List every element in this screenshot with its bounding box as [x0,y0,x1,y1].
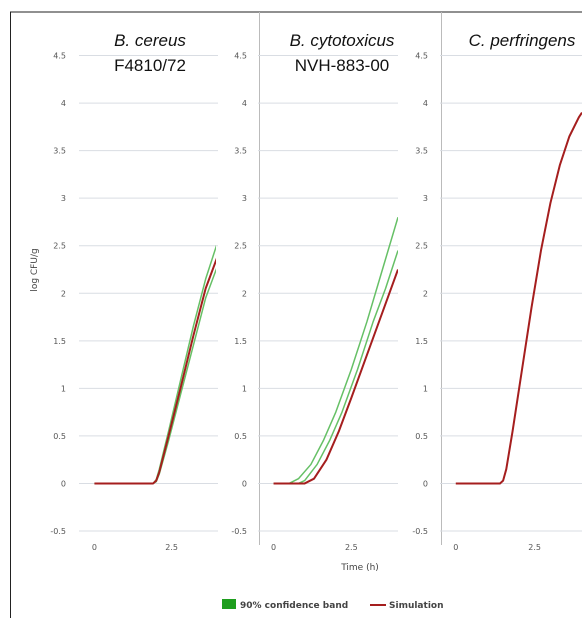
y-tick-label: 1 [242,384,247,393]
confidence-band-line [273,250,398,485]
y-tick-label: 2 [242,289,247,298]
y-tick-label: 0 [242,479,247,488]
y-tick-label: 0.5 [53,432,66,441]
x-tick-label: 2.5 [528,543,541,552]
y-tick-label: -0.5 [412,527,428,536]
legend-band-label: 90% confidence band [240,601,348,611]
y-tick-label: 3.5 [415,147,428,156]
y-tick-label: 3 [242,194,247,203]
y-tick-label: 3.5 [234,147,247,156]
x-tick-label: 0 [92,543,97,552]
legend: 90% confidence band Simulation [222,599,444,611]
y-tick-label: 1.5 [234,337,247,346]
y-tick-label: 1.5 [53,337,66,346]
y-axis-label: log CFU/g [30,248,40,291]
panel-b-cereus: -0.5 0 0.5 1 1.5 2 2.5 3 3.5 4 4.5 0 2.5 B. cereus F48… [50,31,218,552]
y-tick-label: 2.5 [234,242,247,251]
panel-title: B. cereus [114,31,186,50]
legend-simulation-label: Simulation [389,601,444,611]
y-tick-label: 2 [61,289,66,298]
panel-c-perfringens: -0.5 0 0.5 1 1.5 2 2.5 3 3.5 4 4.5 0 2.5 C. perfringe… [412,12,582,552]
x-tick-label: 0 [453,543,458,552]
y-tick-label: 2 [423,289,428,298]
y-tick-label: 4.5 [234,52,247,61]
confidence-band-line [273,216,398,485]
x-axis-label: Time (h) [340,563,379,573]
y-tick-label: 4 [61,99,66,108]
simulation-line [94,257,216,485]
y-tick-label: 0 [61,479,66,488]
y-tick-label: 1 [61,384,66,393]
y-tick-label: 4 [242,99,247,108]
y-tick-label: 3.5 [53,147,66,156]
panel-subtitle: NVH-883-00 [295,56,390,75]
y-tick-label: 3 [423,194,428,203]
y-tick-label: 4.5 [53,52,66,61]
legend-band-swatch [222,599,236,609]
panel-b-cytotoxicus: -0.5 0 0.5 1 1.5 2 2.5 3 3.5 4 4.5 0 2.5 B. cytotoxic… [231,12,398,552]
y-tick-label: 3 [61,194,66,203]
y-tick-label: -0.5 [231,527,247,536]
panel-title: C. perfringens [469,31,576,50]
y-tick-label: 4 [423,99,428,108]
y-tick-label: 1.5 [415,337,428,346]
x-tick-label: 2.5 [165,543,178,552]
y-tick-label: 0 [423,479,428,488]
confidence-band-line [94,244,216,485]
y-tick-label: 0.5 [415,432,428,441]
y-tick-label: 2.5 [415,242,428,251]
y-tick-label: 4.5 [415,52,428,61]
panel-subtitle: F4810/72 [114,56,186,75]
x-tick-label: 2.5 [345,543,358,552]
y-tick-label: -0.5 [50,527,66,536]
panel-title: B. cytotoxicus [290,31,395,50]
simulation-line [273,269,398,485]
simulation-line [455,112,582,485]
confidence-band-line [94,267,216,485]
y-tick-label: 0.5 [234,432,247,441]
y-tick-label: 1 [423,384,428,393]
x-tick-label: 0 [271,543,276,552]
y-tick-label: 2.5 [53,242,66,251]
